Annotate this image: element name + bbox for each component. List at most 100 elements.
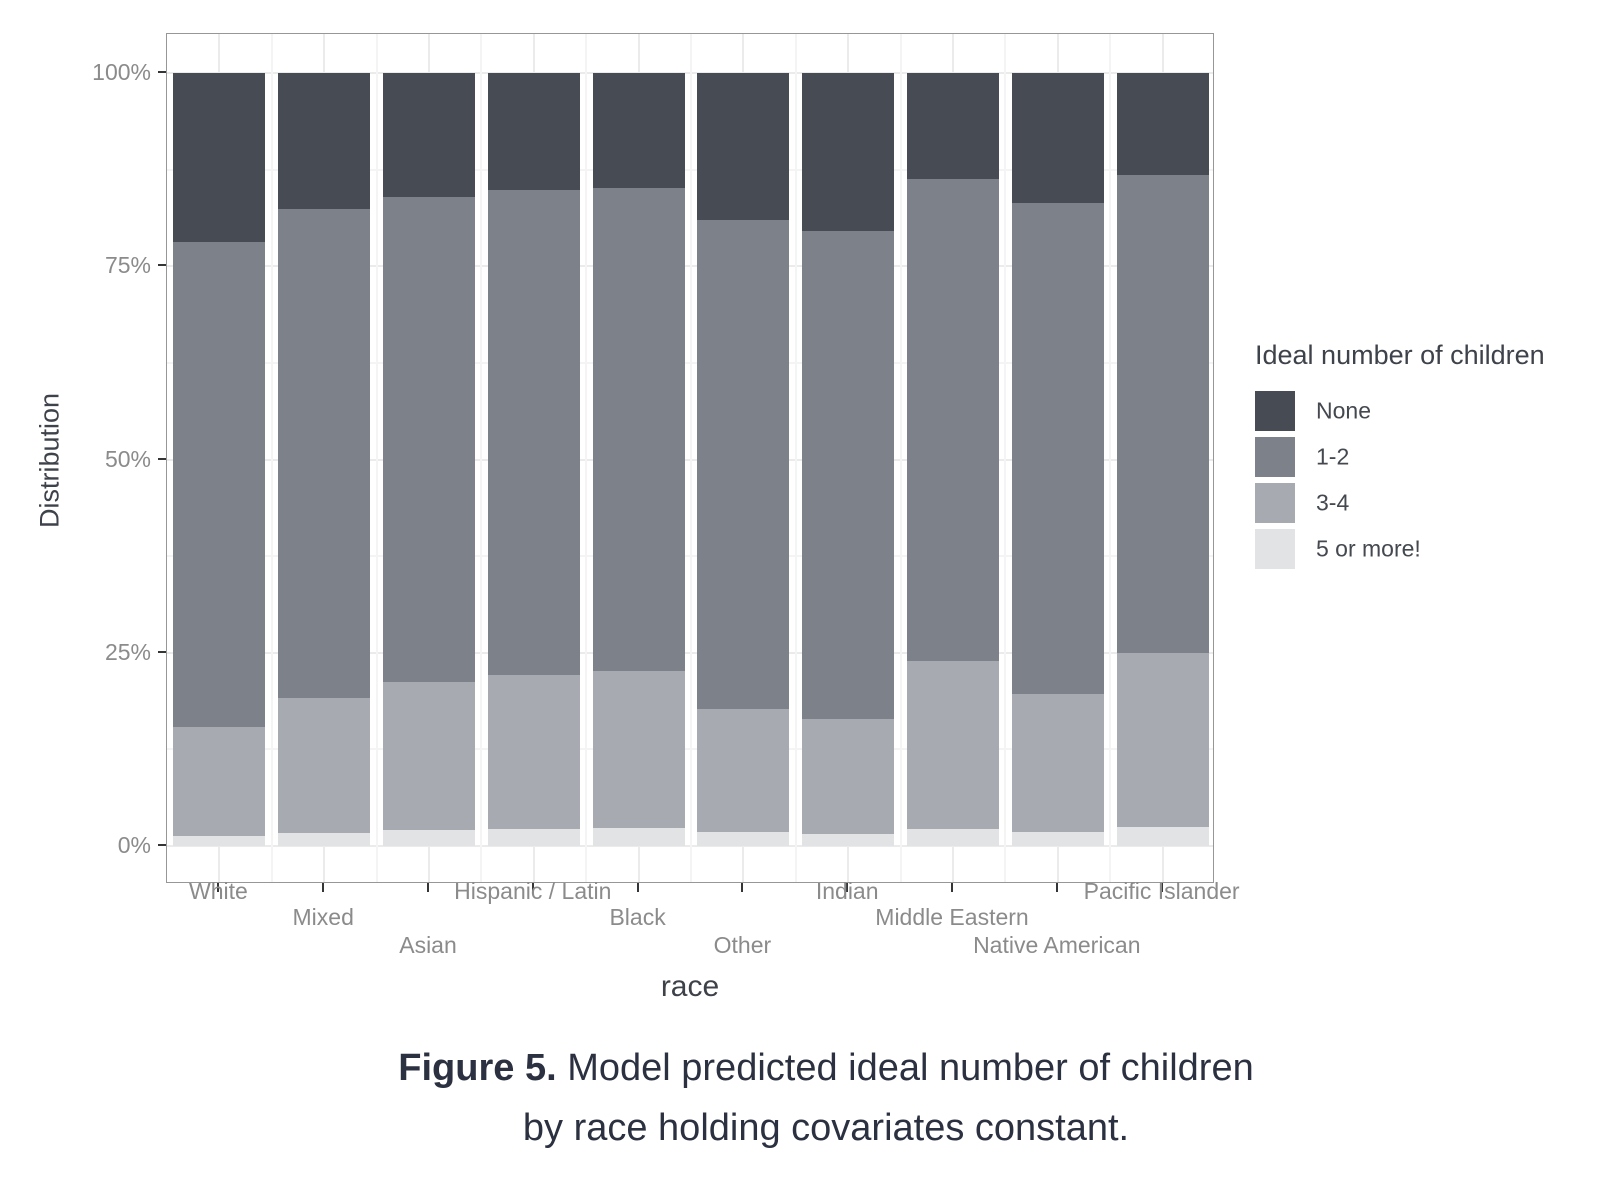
bar-segment-5-or-more- bbox=[278, 832, 371, 846]
bar-segment-none bbox=[697, 73, 790, 220]
legend-label: 3-4 bbox=[1316, 489, 1350, 516]
legend-item: None bbox=[1255, 391, 1585, 431]
bar-segment-5-or-more- bbox=[697, 832, 790, 846]
gridline-minor-v bbox=[270, 34, 273, 882]
caption-line-1: Figure 5. Model predicted ideal number o… bbox=[50, 1038, 1602, 1098]
x-tick-mark bbox=[741, 883, 744, 892]
legend-item: 3-4 bbox=[1255, 483, 1585, 523]
x-tick-mark bbox=[1160, 883, 1163, 892]
bar-segment-1-2 bbox=[487, 190, 580, 676]
bar-segment-none bbox=[383, 73, 475, 198]
bar-segment-3-4 bbox=[383, 682, 475, 830]
caption-text-part: Model predicted ideal number of children bbox=[556, 1047, 1254, 1089]
x-tick-label: Asian bbox=[399, 932, 457, 958]
bar-segment-3-4 bbox=[173, 726, 266, 836]
y-tick-label: 50% bbox=[104, 445, 151, 472]
gridline-minor-v bbox=[1109, 34, 1112, 882]
x-tick-label: Indian bbox=[815, 878, 879, 904]
bar-segment-none bbox=[1011, 73, 1104, 203]
x-tick-mark bbox=[951, 883, 953, 892]
bar-segment-1-2 bbox=[907, 178, 999, 662]
bar-segment-3-4 bbox=[907, 661, 999, 829]
caption-line-2: by race holding covariates constant. bbox=[522, 1107, 1130, 1149]
legend-items: None 1-2 3-4 5 or more! bbox=[1255, 391, 1585, 569]
x-tick-label: Other bbox=[713, 932, 772, 958]
x-axis-title: race bbox=[660, 970, 720, 1003]
x-tick-label: Hispanic / Latin bbox=[454, 878, 612, 904]
x-tick-label: Middle Eastern bbox=[875, 904, 1029, 930]
x-tick-mark bbox=[846, 883, 849, 892]
figure-caption: Figure 5. Model predicted ideal number o… bbox=[50, 1038, 1602, 1158]
bar-segment-5-or-more- bbox=[173, 835, 266, 846]
gridline-minor-v bbox=[1004, 34, 1007, 882]
x-tick-mark bbox=[636, 883, 639, 892]
plot-panel bbox=[166, 33, 1214, 883]
x-tick-mark bbox=[1055, 883, 1058, 892]
x-tick-label: Mixed bbox=[292, 904, 354, 930]
bar-segment-1-2 bbox=[592, 188, 685, 671]
bar-segment-none bbox=[592, 73, 685, 189]
y-tick-mark bbox=[158, 264, 166, 267]
bar-segment-3-4 bbox=[802, 719, 895, 835]
legend-swatch bbox=[1255, 529, 1295, 569]
bar-segment-3-4 bbox=[1116, 652, 1209, 828]
gridline-minor-v bbox=[899, 34, 902, 882]
bar-segment-1-2 bbox=[802, 230, 895, 720]
legend-item: 1-2 bbox=[1255, 437, 1585, 477]
gridline-minor-v bbox=[585, 34, 588, 882]
y-tick-mark bbox=[158, 457, 166, 460]
y-tick-label: 0% bbox=[117, 832, 151, 858]
bar-segment-5-or-more- bbox=[907, 828, 999, 846]
bar-segment-5-or-more- bbox=[383, 829, 475, 846]
legend-swatch bbox=[1255, 437, 1295, 477]
y-tick-label: 25% bbox=[104, 638, 151, 665]
bar-segment-none bbox=[487, 73, 580, 191]
bar-segment-none bbox=[1116, 73, 1209, 176]
bar-segment-1-2 bbox=[173, 241, 266, 727]
x-tick-label: Pacific Islander bbox=[1083, 878, 1240, 904]
y-tick-mark bbox=[158, 650, 166, 653]
legend-swatch bbox=[1255, 483, 1295, 523]
bar-segment-1-2 bbox=[383, 197, 475, 683]
gridline-minor-v bbox=[794, 34, 797, 882]
bar-segment-3-4 bbox=[592, 670, 685, 829]
bar-segment-5-or-more- bbox=[487, 828, 580, 846]
bar-segment-1-2 bbox=[278, 209, 371, 699]
x-tick-label: White bbox=[188, 878, 248, 904]
legend-label: 5 or more! bbox=[1316, 535, 1421, 562]
legend-label: None bbox=[1316, 397, 1371, 424]
legend-title: Ideal number of children bbox=[1255, 340, 1545, 370]
x-tick-label: Native American bbox=[973, 932, 1141, 958]
bar-segment-1-2 bbox=[1116, 175, 1209, 653]
bar-segment-none bbox=[907, 73, 999, 179]
bar-segment-1-2 bbox=[697, 219, 790, 710]
gridline-minor-v bbox=[690, 34, 692, 882]
gridline-minor-v bbox=[480, 34, 483, 882]
bar-segment-3-4 bbox=[487, 675, 580, 829]
legend-label: 1-2 bbox=[1316, 443, 1350, 470]
bar-segment-3-4 bbox=[697, 709, 790, 833]
bar-segment-none bbox=[802, 73, 895, 231]
bar-segment-1-2 bbox=[1011, 202, 1104, 695]
legend-swatch bbox=[1255, 391, 1295, 431]
caption-figure-number: Figure 5. bbox=[398, 1047, 557, 1089]
y-tick-label: 100% bbox=[92, 59, 151, 85]
y-tick-label: 75% bbox=[104, 252, 151, 279]
bar-segment-5-or-more- bbox=[592, 828, 685, 846]
bar-segment-5-or-more- bbox=[1116, 827, 1209, 846]
y-tick-mark bbox=[158, 71, 166, 73]
legend: Ideal number of children None 1-2 3-4 5 or … bbox=[1255, 340, 1585, 575]
bar-segment-5-or-more- bbox=[1011, 832, 1104, 846]
x-tick-label: Black bbox=[609, 904, 666, 930]
bar-segment-5-or-more- bbox=[802, 834, 895, 846]
x-tick-mark bbox=[217, 883, 220, 892]
bar-segment-none bbox=[173, 73, 266, 242]
bar-segment-3-4 bbox=[1011, 694, 1104, 833]
x-tick-mark bbox=[531, 883, 534, 892]
bar-segment-none bbox=[278, 73, 371, 210]
x-tick-mark bbox=[427, 883, 429, 892]
bar-segment-3-4 bbox=[278, 698, 371, 833]
x-tick-mark bbox=[322, 883, 325, 892]
gridline-minor-v bbox=[375, 34, 378, 882]
